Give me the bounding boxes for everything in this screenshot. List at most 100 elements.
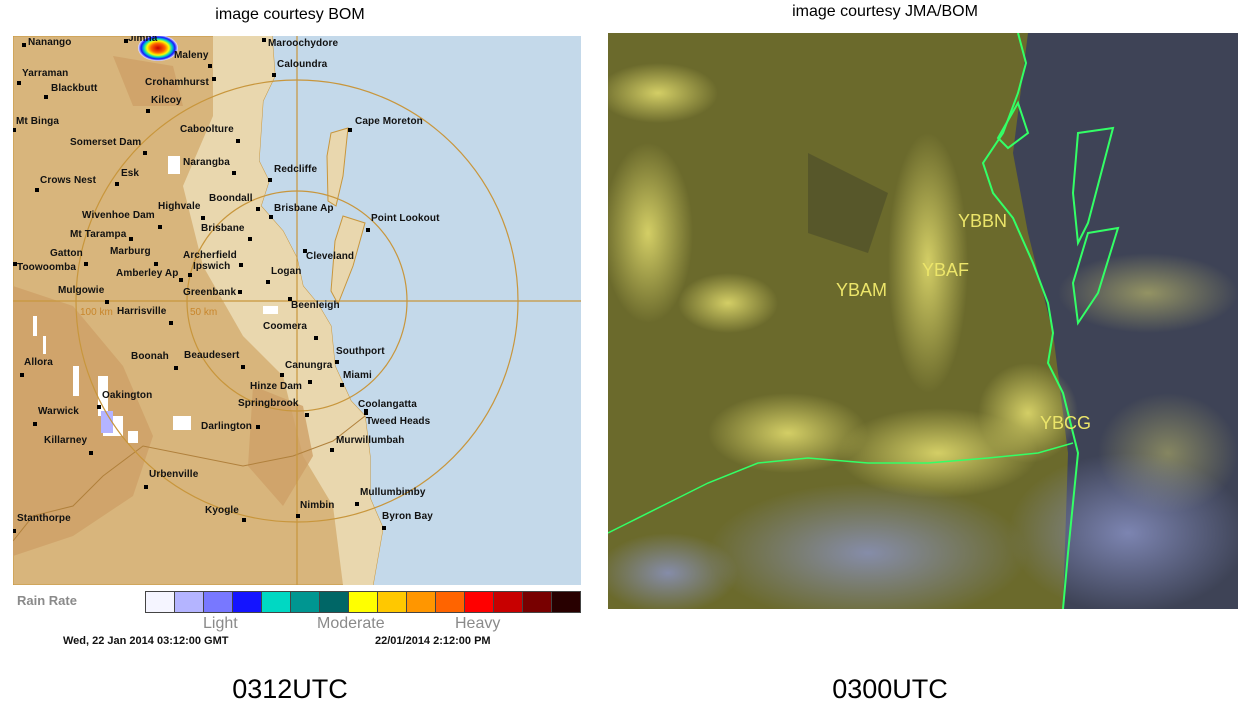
gmt-timestamp: Wed, 22 Jan 2014 03:12:00 GMT xyxy=(63,635,229,647)
place-label: Maroochydore xyxy=(268,38,339,49)
place-marker-icon xyxy=(236,139,240,143)
place-label: Ipswich xyxy=(193,261,231,272)
legend-color-scale xyxy=(145,591,581,613)
place-marker-icon xyxy=(143,151,147,155)
place-marker-icon xyxy=(241,365,245,369)
place-label: Maleny xyxy=(174,50,209,61)
local-timestamp: 22/01/2014 2:12:00 PM xyxy=(375,635,491,647)
legend-swatch xyxy=(146,592,175,612)
place-label: Cleveland xyxy=(306,251,355,262)
place-label: Oakington xyxy=(102,390,153,401)
place-marker-icon xyxy=(13,128,16,132)
place-label: Redcliffe xyxy=(274,164,318,175)
place-marker-icon xyxy=(146,109,150,113)
legend-swatch xyxy=(204,592,233,612)
place-marker-icon xyxy=(348,128,352,132)
place-marker-icon xyxy=(33,422,37,426)
right-time-label: 0300UTC xyxy=(832,674,948,704)
place-marker-icon xyxy=(242,518,246,522)
place-marker-icon xyxy=(296,514,300,518)
rain-cell xyxy=(138,36,178,61)
place-marker-icon xyxy=(13,262,17,266)
place-marker-icon xyxy=(124,39,128,43)
airport-label-ybaf: YBAF xyxy=(922,260,970,280)
place-label: Crows Nest xyxy=(40,175,97,186)
place-label: Beenleigh xyxy=(291,300,340,311)
legend-light: Light xyxy=(203,615,238,632)
place-marker-icon xyxy=(382,526,386,530)
place-marker-icon xyxy=(97,405,101,409)
place-marker-icon xyxy=(158,225,162,229)
place-marker-icon xyxy=(256,425,260,429)
place-label: Allora xyxy=(24,357,53,368)
rain-rate-legend: Rain Rate Light Moderate Heavy Wed, 22 J… xyxy=(13,585,583,650)
place-label: Miami xyxy=(343,370,372,381)
place-label: Toowoomba xyxy=(17,262,77,273)
place-label: Darlington xyxy=(201,421,252,432)
legend-swatch xyxy=(320,592,349,612)
inland-dark-terrain xyxy=(13,56,313,556)
place-marker-icon xyxy=(355,502,359,506)
place-label: Coolangatta xyxy=(358,399,417,410)
legend-heavy: Heavy xyxy=(455,615,501,632)
place-label: Blackbutt xyxy=(51,83,98,94)
legend-swatch xyxy=(349,592,378,612)
place-label: Marburg xyxy=(110,246,151,257)
place-marker-icon xyxy=(144,485,148,489)
place-label: Urbenville xyxy=(149,469,199,480)
place-marker-icon xyxy=(280,373,284,377)
place-label: Murwillumbah xyxy=(336,435,405,446)
place-marker-icon xyxy=(115,182,119,186)
place-marker-icon xyxy=(22,43,26,47)
place-marker-icon xyxy=(266,280,270,284)
place-label: Beaudesert xyxy=(184,350,240,361)
place-label: Amberley Ap xyxy=(116,268,179,279)
place-marker-icon xyxy=(201,216,205,220)
place-label: Somerset Dam xyxy=(70,137,142,148)
place-label: Point Lookout xyxy=(371,213,440,224)
place-marker-icon xyxy=(272,73,276,77)
place-marker-icon xyxy=(366,228,370,232)
legend-swatch xyxy=(378,592,407,612)
place-label: Warwick xyxy=(38,406,79,417)
place-marker-icon xyxy=(129,237,133,241)
place-label: Killarney xyxy=(44,435,88,446)
place-label: Nanango xyxy=(28,37,72,48)
place-label: Yarraman xyxy=(22,68,69,79)
place-marker-icon xyxy=(340,383,344,387)
place-label: Mt Binga xyxy=(16,116,60,127)
place-label: Hinze Dam xyxy=(250,381,303,392)
place-label: Esk xyxy=(121,168,140,179)
place-label: Gatton xyxy=(50,248,83,259)
place-label: Harrisville xyxy=(117,306,167,317)
place-marker-icon xyxy=(269,215,273,219)
place-marker-icon xyxy=(105,300,109,304)
place-marker-icon xyxy=(44,95,48,99)
place-label: Cape Moreton xyxy=(355,116,423,127)
airport-label-ybcg: YBCG xyxy=(1040,413,1092,433)
place-marker-icon xyxy=(35,188,39,192)
place-label: Stanthorpe xyxy=(17,513,71,524)
stradbroke-island xyxy=(330,215,366,306)
legend-swatch xyxy=(175,592,204,612)
place-label: Jimna xyxy=(128,36,158,44)
place-marker-icon xyxy=(303,249,307,253)
place-marker-icon xyxy=(188,273,192,277)
legend-swatch xyxy=(436,592,465,612)
place-label: Logan xyxy=(271,266,302,277)
place-label: Wivenhoe Dam xyxy=(82,210,155,221)
place-label: Kilcoy xyxy=(151,95,182,106)
airport-label-ybam: YBAM xyxy=(836,280,888,300)
left-caption: image courtesy BOM xyxy=(215,6,365,23)
legend-swatch xyxy=(552,592,580,612)
place-marker-icon xyxy=(179,278,183,282)
place-label: Caboolture xyxy=(180,124,234,135)
place-label: Southport xyxy=(336,346,385,357)
place-marker-icon xyxy=(174,366,178,370)
place-marker-icon xyxy=(308,380,312,384)
legend-swatch xyxy=(523,592,552,612)
place-label: Boondall xyxy=(209,193,253,204)
place-marker-icon xyxy=(314,336,318,340)
place-label: Mt Tarampa xyxy=(70,229,127,240)
left-time-label: 0312UTC xyxy=(232,674,348,704)
